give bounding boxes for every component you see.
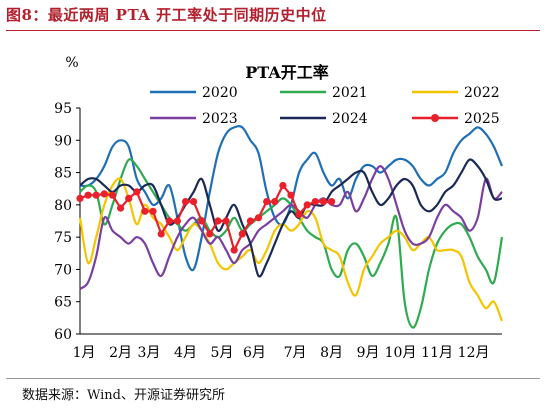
data-point-2025 (125, 194, 133, 202)
legend: 2020 2021 2022 2023 2024 2025 (150, 85, 500, 127)
data-point-2025 (319, 198, 328, 206)
source-note: 数据来源：Wind、开源证券研究所 (22, 388, 225, 403)
title-rule (6, 30, 540, 31)
data-point-2025 (173, 217, 181, 225)
x-tick-label: 10月 (385, 345, 417, 361)
data-point-2025 (165, 217, 173, 225)
data-point-2025 (254, 214, 263, 222)
data-point-2025 (190, 198, 198, 206)
data-point-2025 (206, 230, 214, 238)
data-point-2025 (279, 181, 287, 190)
x-tick-label: 7月 (284, 345, 307, 361)
data-point-2025 (198, 217, 206, 225)
y-tick-label: 60 (54, 327, 72, 343)
series-layer (76, 125, 504, 329)
axes: 60 65 70 75 80 85 90 95 1月 2月 3月 4月 5月 6月 7月 8月 9月 10月 11月… (54, 101, 502, 361)
series-2025 (76, 181, 336, 254)
data-point-2025 (287, 191, 295, 199)
x-tick-label: 1月 (73, 345, 96, 361)
series-line-2023 (79, 165, 503, 290)
data-point-2025 (222, 217, 230, 225)
data-point-2025 (76, 194, 84, 202)
legend-entry-2024: 2024 (280, 111, 368, 127)
x-tick-label: 8月 (320, 345, 343, 361)
data-point-2025 (295, 210, 303, 219)
data-point-2025 (263, 198, 271, 206)
x-tick-label: 3月 (138, 345, 161, 361)
y-tick-label: 85 (54, 166, 72, 182)
chart-title: PTA开工率 (245, 63, 328, 82)
legend-label: 2020 (202, 85, 238, 101)
x-tick-label: 11月 (421, 345, 453, 361)
data-point-2025 (303, 201, 311, 209)
x-tick-label: 5月 (211, 345, 234, 361)
legend-label: 2023 (202, 111, 238, 127)
data-point-2025 (141, 207, 149, 215)
figure-title: 图8：最近两周 PTA 开工率处于同期历史中位 (6, 6, 327, 24)
data-point-2025 (181, 198, 190, 206)
source-rule (6, 378, 540, 379)
legend-label: 2025 (464, 111, 500, 127)
series-2023 (79, 165, 503, 290)
series-2024 (79, 158, 503, 278)
data-point-2025 (271, 198, 279, 206)
data-point-2025 (100, 190, 108, 198)
data-point-2025 (108, 191, 117, 199)
data-point-2025 (311, 198, 319, 206)
y-axis-unit-label: % (65, 55, 78, 71)
data-point-2025 (214, 217, 222, 225)
x-tick-label: 2月 (109, 345, 132, 361)
legend-label: 2022 (464, 85, 500, 101)
data-point-2025 (246, 217, 254, 225)
y-tick-label: 70 (54, 262, 72, 278)
series-line-2024 (79, 158, 503, 278)
x-tick-label: 9月 (357, 345, 380, 361)
legend-label: 2021 (332, 85, 368, 101)
x-tick-label: 4月 (174, 345, 197, 361)
legend-marker (431, 114, 439, 122)
data-point-2025 (328, 198, 336, 206)
y-tick-label: 80 (54, 198, 72, 214)
data-point-2025 (92, 191, 100, 199)
legend-entry-2022: 2022 (412, 85, 500, 101)
y-tick-label: 95 (54, 101, 72, 117)
legend-label: 2024 (332, 111, 368, 127)
y-tick-label: 90 (54, 133, 72, 149)
y-tick-label: 65 (54, 295, 72, 311)
data-point-2025 (238, 230, 246, 238)
series-line-2021 (79, 158, 504, 329)
data-point-2025 (157, 230, 165, 238)
x-tick-label: 6月 (243, 345, 266, 361)
data-point-2025 (117, 204, 125, 212)
series-2021 (79, 158, 504, 329)
legend-entry-2021: 2021 (280, 85, 368, 101)
data-point-2025 (149, 207, 157, 215)
legend-entry-2020: 2020 (150, 85, 238, 101)
data-point-2025 (230, 246, 238, 254)
legend-entry-2025: 2025 (412, 111, 500, 127)
series-2022 (78, 177, 504, 322)
legend-entry-2023: 2023 (150, 111, 238, 127)
x-tick-label: 12月 (458, 345, 490, 361)
y-tick-label: 75 (54, 230, 72, 246)
data-point-2025 (84, 191, 92, 199)
data-point-2025 (133, 188, 141, 196)
series-line-2022 (78, 177, 504, 322)
